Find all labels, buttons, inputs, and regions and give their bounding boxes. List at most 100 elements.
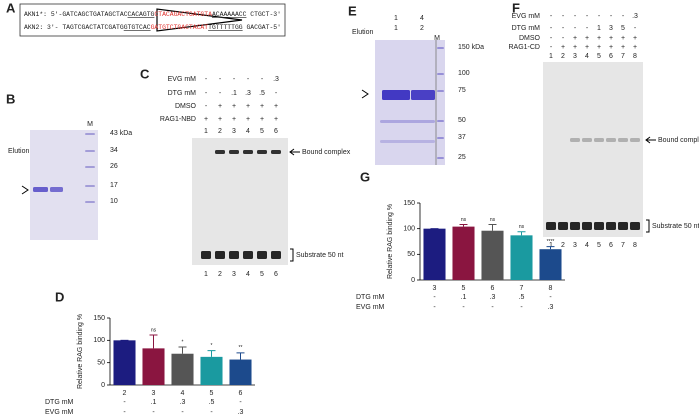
condition-value: - xyxy=(239,399,242,406)
condition-label: DMSO xyxy=(519,35,541,42)
gel-band xyxy=(437,90,444,92)
condition-value: - xyxy=(205,90,208,97)
condition-value: - xyxy=(181,409,184,416)
gel-band xyxy=(594,222,604,230)
lane-label: 6 xyxy=(274,271,278,278)
bound-label: Bound complex xyxy=(658,137,699,144)
condition-value: + xyxy=(609,44,613,51)
bar xyxy=(200,356,223,385)
panel-letter: B xyxy=(6,91,15,106)
gel-band xyxy=(33,187,48,192)
condition-value: .5 xyxy=(259,90,265,97)
error-bar xyxy=(546,246,555,250)
marker-label: M xyxy=(434,35,440,42)
x-tick-label: 5 xyxy=(462,285,466,292)
ladder-label: 37 xyxy=(458,134,466,141)
gel-band xyxy=(630,138,640,142)
gel-band xyxy=(618,138,628,142)
bound-label: Bound complex xyxy=(302,149,351,156)
x-tick-label: 3 xyxy=(433,285,437,292)
ladder-label: 50 xyxy=(458,117,466,124)
gel-band xyxy=(380,140,435,143)
y-tick-label: 150 xyxy=(403,200,415,207)
lane-label: 3 xyxy=(573,53,577,60)
condition-value: - xyxy=(574,13,577,20)
condition-value: + xyxy=(218,116,222,123)
lane-label: 4 xyxy=(246,128,250,135)
condition-value: - xyxy=(462,304,465,311)
gel-band xyxy=(606,138,616,142)
y-axis-label: Relative RAG binding % xyxy=(77,314,84,389)
condition-value: - xyxy=(574,25,577,32)
condition-value: + xyxy=(260,103,264,110)
rss-triangle xyxy=(156,8,243,32)
gel xyxy=(192,138,288,265)
sequence-segment: GACGAT-5' xyxy=(243,24,281,31)
condition-value: - xyxy=(634,25,637,32)
condition-value: - xyxy=(550,25,553,32)
condition-value: + xyxy=(274,116,278,123)
condition-value: 3 xyxy=(609,25,613,32)
y-tick-label: 100 xyxy=(93,337,105,344)
condition-value: + xyxy=(573,44,577,51)
condition-value: - xyxy=(433,294,436,301)
bar xyxy=(229,359,252,385)
condition-value: - xyxy=(152,409,155,416)
sequence-line: AKN1*: 5'-GATCAGCTGATAGCTACCACAGTGCTACAG… xyxy=(24,11,281,18)
condition-value: - xyxy=(233,76,236,83)
lane-label: 5 xyxy=(260,271,264,278)
gel-band xyxy=(382,90,410,100)
lane-label: 2 xyxy=(218,128,222,135)
elution-label: Elution xyxy=(8,148,30,155)
x-tick-label: 5 xyxy=(210,390,214,397)
condition-value: - xyxy=(210,409,213,416)
lane-label: 4 xyxy=(420,15,424,22)
lane-label: 2 xyxy=(561,53,565,60)
bar xyxy=(539,249,562,280)
bar xyxy=(142,348,165,385)
elution-label: Elution xyxy=(352,29,374,36)
panel-letter: E xyxy=(348,3,357,18)
condition-value: + xyxy=(218,103,222,110)
condition-value: + xyxy=(274,103,278,110)
condition-value: - xyxy=(549,294,552,301)
significance-label: * xyxy=(182,339,184,345)
ladder-label: 26 xyxy=(110,163,118,170)
lane-label: 6 xyxy=(274,128,278,135)
condition-value: .3 xyxy=(632,13,638,20)
error-bar xyxy=(488,224,497,231)
lane-label: 7 xyxy=(621,53,625,60)
lane-label: 1 xyxy=(204,128,208,135)
gel-band xyxy=(271,251,281,259)
significance-label: **** xyxy=(547,239,555,245)
gel-band xyxy=(215,251,225,259)
bar xyxy=(113,340,136,385)
condition-value: - xyxy=(550,44,553,51)
gel-band xyxy=(570,222,580,230)
gel-band xyxy=(229,150,239,154)
gel-band xyxy=(570,138,580,142)
ladder-label: 100 xyxy=(458,70,470,77)
gel-band xyxy=(271,150,281,154)
condition-value: - xyxy=(491,304,494,311)
error-bar xyxy=(178,346,187,354)
condition-label: RAG1-CD xyxy=(508,44,540,51)
bar xyxy=(423,228,446,280)
gel-band xyxy=(201,251,211,259)
condition-value: - xyxy=(123,409,126,416)
bar xyxy=(171,353,194,385)
condition-label: DTG mM xyxy=(45,399,74,406)
condition-value: 1 xyxy=(597,25,601,32)
condition-value: - xyxy=(586,25,589,32)
condition-value: + xyxy=(246,116,250,123)
condition-label: EVG mM xyxy=(168,76,197,83)
condition-label: RAG1-NBD xyxy=(160,116,196,123)
lane-label: 8 xyxy=(633,53,637,60)
condition-label: DMSO xyxy=(175,103,197,110)
condition-value: - xyxy=(275,90,278,97)
lane-label: 4 xyxy=(585,242,589,249)
error-bar xyxy=(459,224,468,227)
substrate-bracket xyxy=(290,248,294,262)
band-arrow xyxy=(21,185,29,195)
condition-value: + xyxy=(561,44,565,51)
